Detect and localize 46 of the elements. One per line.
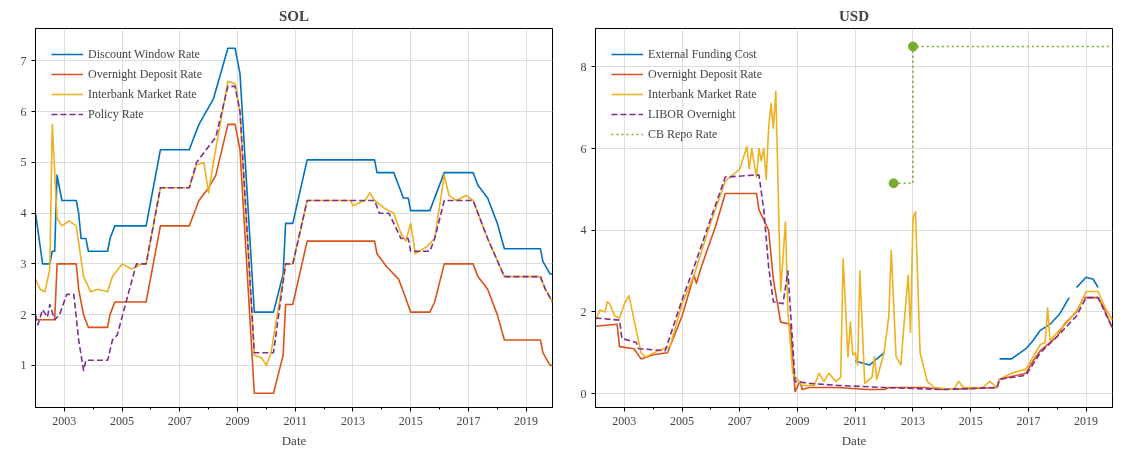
x-tick-label: 2011 bbox=[283, 413, 308, 428]
x-axis-title: Date bbox=[281, 432, 307, 448]
x-tick-label: 2017 bbox=[1016, 413, 1041, 428]
x-tick-label: 2005 bbox=[110, 413, 135, 428]
legend-label: Interbank Market Rate bbox=[88, 86, 197, 102]
line-series bbox=[595, 90, 1113, 391]
x-tick-label: 2013 bbox=[340, 413, 365, 428]
legend-label: Overnight Deposit Rate bbox=[88, 66, 202, 82]
x-tick-label: 2009 bbox=[225, 413, 250, 428]
y-tick-label: 3 bbox=[20, 256, 27, 271]
legend-label: Overnight Deposit Rate bbox=[648, 66, 762, 82]
chart-title: USD bbox=[839, 7, 870, 24]
y-tick-label: 5 bbox=[20, 155, 27, 170]
legend-label: CB Repo Rate bbox=[648, 126, 718, 142]
y-tick-label: 7 bbox=[20, 53, 27, 68]
x-tick-label: 2003 bbox=[52, 413, 77, 428]
x-tick-label: 2011 bbox=[843, 413, 868, 428]
legend-label: LIBOR Overnight bbox=[648, 106, 736, 122]
x-tick-label: 2005 bbox=[670, 413, 695, 428]
y-tick-label: 2 bbox=[20, 307, 27, 322]
x-tick-label: 2007 bbox=[727, 413, 752, 428]
legend-label: Discount Window Rate bbox=[88, 46, 200, 62]
x-tick-label: 2015 bbox=[958, 413, 983, 428]
x-tick-label: 2009 bbox=[785, 413, 810, 428]
y-tick-label: 8 bbox=[580, 59, 587, 74]
y-tick-label: 6 bbox=[20, 104, 27, 119]
y-tick-label: 4 bbox=[20, 206, 27, 221]
line-series bbox=[35, 47, 553, 313]
x-tick-label: 2007 bbox=[167, 413, 192, 428]
x-tick-label: 2013 bbox=[900, 413, 925, 428]
legend-label: Interbank Market Rate bbox=[648, 86, 757, 102]
y-tick-label: 0 bbox=[580, 386, 587, 401]
legend-label: Policy Rate bbox=[88, 106, 144, 122]
x-axis-title: Date bbox=[841, 432, 867, 448]
y-tick-label: 6 bbox=[580, 141, 587, 156]
y-tick-label: 1 bbox=[20, 358, 27, 373]
line-series bbox=[35, 123, 553, 395]
legend-label: External Funding Cost bbox=[648, 46, 757, 62]
x-tick-label: 2017 bbox=[456, 413, 481, 428]
chart-title: SOL bbox=[278, 7, 310, 24]
y-tick-label: 2 bbox=[580, 304, 587, 319]
x-tick-label: 2019 bbox=[1074, 413, 1099, 428]
x-tick-label: 2019 bbox=[514, 413, 539, 428]
x-tick-label: 2003 bbox=[612, 413, 637, 428]
y-tick-label: 4 bbox=[580, 223, 587, 238]
x-tick-label: 2015 bbox=[398, 413, 423, 428]
